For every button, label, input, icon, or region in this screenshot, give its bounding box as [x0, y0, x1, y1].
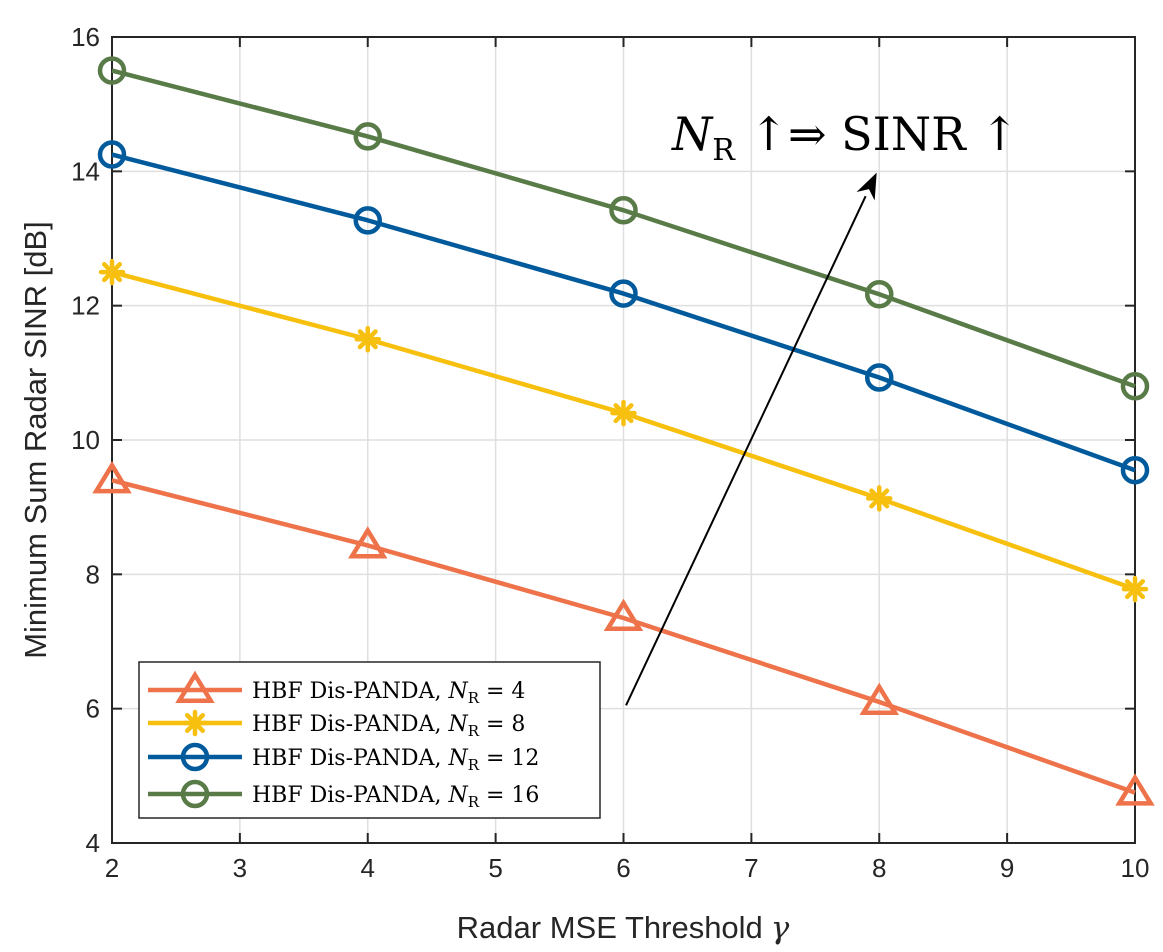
data-point-stroke	[101, 262, 123, 283]
y-axis-label: Minimum Sum Radar SINR [dB]	[18, 221, 53, 659]
legend-marker	[181, 709, 209, 737]
data-point	[865, 279, 894, 309]
annotation-arrow	[625, 195, 867, 706]
data-point	[603, 598, 644, 632]
legend-label-symbol: N	[447, 783, 468, 808]
x-tick-label: 2	[105, 853, 119, 883]
x-tick-label: 6	[616, 853, 630, 883]
y-tick-label: 14	[71, 156, 100, 186]
legend-label: HBF Dis-PANDA, NR = 4	[252, 679, 525, 707]
data-point	[353, 122, 382, 151]
data-point	[609, 196, 638, 225]
data-point-stroke	[613, 403, 634, 424]
data-point	[354, 326, 381, 353]
data-point	[347, 526, 388, 559]
legend-label-value: = 12	[479, 746, 539, 771]
series-1	[92, 460, 1155, 806]
data-point	[1120, 455, 1150, 485]
data-point-stroke	[357, 329, 378, 350]
x-tick-label: 3	[233, 853, 247, 883]
x-tick-label: 5	[488, 853, 502, 883]
data-point-stroke	[1124, 579, 1146, 600]
y-tick-label: 16	[71, 22, 100, 52]
data-point	[610, 399, 637, 427]
legend-marker-stroke	[184, 712, 206, 734]
axis-ticks: 2 3 4 5 6 7 8 9 10 4 6 8 10 12 14 16	[71, 22, 1149, 883]
legend-label-symbol: N	[447, 679, 468, 704]
legend-label-text: HBF Dis-PANDA,	[252, 679, 448, 704]
series-4	[97, 56, 1150, 401]
data-point	[97, 140, 127, 169]
legend-item: HBF Dis-PANDA, NR = 12	[148, 742, 539, 774]
legend-label-value: = 8	[479, 712, 525, 737]
legend-label: HBF Dis-PANDA, NR = 12	[252, 746, 539, 774]
data-point	[1120, 372, 1150, 401]
legend-label-value: = 16	[479, 783, 539, 808]
x-tick-label: 8	[872, 853, 886, 883]
series-2	[98, 258, 1149, 603]
legend-label-subscript: R	[468, 722, 480, 740]
x-axis-label-symbol: γ	[771, 910, 790, 946]
legend-marker	[180, 779, 210, 809]
data-point-stroke	[869, 488, 890, 509]
legend-marker	[175, 670, 215, 704]
series-line	[111, 478, 1136, 795]
legend-label: HBF Dis-PANDA, NR = 16	[252, 783, 539, 811]
legend-label-value: = 4	[479, 679, 525, 704]
data-point	[866, 485, 893, 512]
data-point	[98, 258, 126, 286]
x-axis-label: Radar MSE Threshold γ	[457, 910, 790, 946]
x-tick-label: 10	[1121, 853, 1150, 883]
data-point	[865, 363, 894, 392]
annotation-arrow-head	[856, 172, 877, 201]
y-tick-label: 6	[86, 694, 100, 724]
series-line	[111, 152, 1136, 473]
x-tick-label: 9	[1000, 853, 1014, 883]
y-tick-label: 12	[71, 291, 100, 321]
data-point	[1115, 773, 1155, 806]
annotation-subscript: R	[712, 133, 736, 168]
legend-label: HBF Dis-PANDA, NR = 8	[252, 712, 525, 740]
legend-label-subscript: R	[468, 793, 480, 811]
legend-item: HBF Dis-PANDA, NR = 8	[148, 709, 525, 740]
annotation: NR ↑⇒ SINR ↑	[625, 107, 1019, 706]
annotation-text: NR ↑⇒ SINR ↑	[671, 107, 1019, 168]
data-point	[353, 206, 382, 235]
y-tick-label: 10	[71, 425, 100, 455]
x-axis-label-text: Radar MSE Threshold	[457, 910, 763, 945]
legend-label-text: HBF Dis-PANDA,	[252, 783, 448, 808]
y-tick-label: 4	[86, 828, 100, 858]
annotation-label: ↑⇒ SINR ↑	[735, 107, 1019, 161]
data-point	[1121, 575, 1149, 603]
x-tick-label: 7	[744, 853, 758, 883]
data-point	[609, 279, 638, 308]
legend-label-subscript: R	[468, 689, 480, 707]
legend-label-subscript: R	[468, 756, 480, 774]
legend-item: HBF Dis-PANDA, NR = 4	[148, 670, 525, 707]
x-tick-label: 4	[361, 853, 375, 883]
series-line	[111, 68, 1136, 389]
series-3	[97, 140, 1150, 485]
legend-label-text: HBF Dis-PANDA,	[252, 746, 448, 771]
data-point	[92, 460, 132, 494]
y-tick-label: 8	[86, 559, 100, 589]
data-point	[97, 56, 127, 85]
annotation-symbol: N	[671, 107, 714, 161]
legend-item: HBF Dis-PANDA, NR = 16	[148, 779, 539, 811]
legend-label-symbol: N	[447, 712, 468, 737]
data-point	[859, 682, 900, 715]
series-group	[92, 56, 1155, 806]
legend-marker	[180, 742, 210, 772]
legend-label-text: HBF Dis-PANDA,	[252, 712, 448, 737]
legend-label-symbol: N	[447, 746, 468, 771]
